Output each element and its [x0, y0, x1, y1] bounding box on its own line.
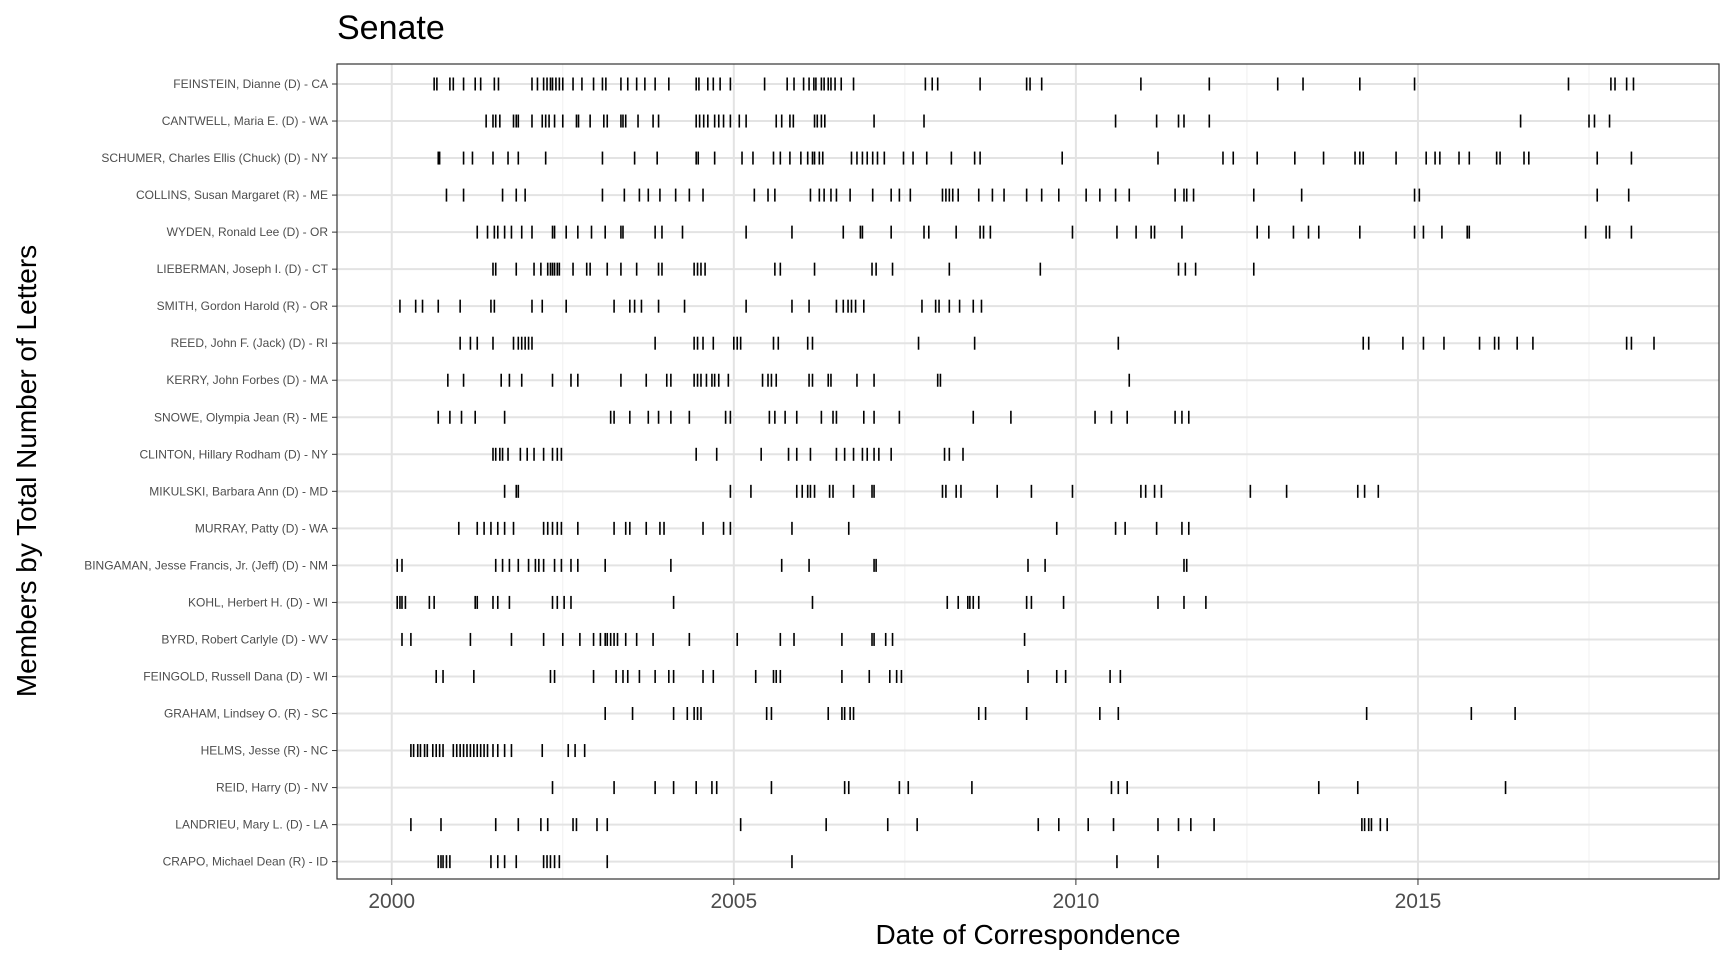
- series-row: [551, 781, 1507, 795]
- x-axis: 2000 2005 2010 2015: [368, 879, 1441, 913]
- series-row: [437, 855, 1159, 869]
- series-row: [437, 151, 1633, 165]
- series-row: [396, 558, 1188, 572]
- series-row: [410, 744, 586, 758]
- series-row: [410, 818, 1388, 832]
- series-row: [396, 595, 1207, 609]
- series-row: [485, 114, 1611, 128]
- x-tick-label: 2015: [1395, 890, 1442, 913]
- y-tick-label: REED, John F. (Jack) (D) - RI: [171, 336, 328, 350]
- series-row: [399, 299, 983, 313]
- series-row: [433, 77, 1635, 91]
- series-row: [492, 447, 964, 461]
- x-tick-label: 2000: [368, 890, 415, 913]
- y-tick-label: REID, Harry (D) - NV: [216, 781, 328, 795]
- y-tick-label: WYDEN, Ronald Lee (D) - OR: [167, 225, 329, 239]
- series-row: [435, 669, 1122, 683]
- y-tick-label: LANDRIEU, Mary L. (D) - LA: [175, 818, 328, 832]
- plot-background: [337, 64, 1719, 879]
- y-tick-label: SNOWE, Olympia Jean (R) - ME: [154, 410, 328, 424]
- y-tick-label: KOHL, Herbert H. (D) - WI: [188, 595, 328, 609]
- series-row: [503, 484, 1380, 498]
- y-tick-label: CANTWELL, Maria E. (D) - WA: [162, 114, 328, 128]
- y-tick-label: BINGAMAN, Jesse Francis, Jr. (Jeff) (D) …: [84, 558, 328, 572]
- series-row: [459, 336, 1655, 350]
- series-row: [492, 262, 1255, 276]
- series-row: [447, 373, 1131, 387]
- y-tick-label: HELMS, Jesse (R) - NC: [201, 744, 329, 758]
- series-row: [476, 225, 1633, 239]
- y-tick-label: SCHUMER, Charles Ellis (Chuck) (D) - NY: [101, 151, 328, 165]
- plot-border: [336, 63, 1720, 880]
- y-tick-label: SMITH, Gordon Harold (R) - OR: [157, 299, 329, 313]
- series-row: [457, 521, 1190, 535]
- series-row: [604, 707, 1516, 721]
- marks: [396, 77, 1655, 869]
- y-tick-label: LIEBERMAN, Joseph I. (D) - CT: [157, 262, 329, 276]
- y-tick-label: KERRY, John Forbes (D) - MA: [166, 373, 328, 387]
- y-axis-title: Members by Total Number of Letters: [11, 245, 42, 697]
- x-tick-label: 2005: [710, 890, 757, 913]
- x-tick-label: 2010: [1053, 890, 1100, 913]
- series-row: [445, 188, 1630, 202]
- x-axis-title: Date of Correspondence: [875, 919, 1180, 950]
- y-tick-label: CRAPO, Michael Dean (R) - ID: [163, 855, 329, 869]
- y-tick-label: MIKULSKI, Barbara Ann (D) - MD: [149, 484, 328, 498]
- y-tick-label: GRAHAM, Lindsey O. (R) - SC: [164, 707, 328, 721]
- series-row: [401, 632, 1026, 646]
- y-axis: FEINSTEIN, Dianne (D) - CA CANTWELL, Mari…: [84, 77, 337, 869]
- y-tick-label: FEINGOLD, Russell Dana (D) - WI: [143, 669, 328, 683]
- series-row: [437, 410, 1190, 424]
- y-tick-label: COLLINS, Susan Margaret (R) - ME: [136, 188, 328, 202]
- y-tick-label: MURRAY, Patty (D) - WA: [195, 521, 328, 535]
- chart-title: Senate: [337, 9, 445, 47]
- y-tick-label: BYRD, Robert Carlyle (D) - WV: [161, 632, 328, 646]
- y-tick-label: FEINSTEIN, Dianne (D) - CA: [173, 77, 328, 91]
- y-tick-label: CLINTON, Hillary Rodham (D) - NY: [140, 447, 328, 461]
